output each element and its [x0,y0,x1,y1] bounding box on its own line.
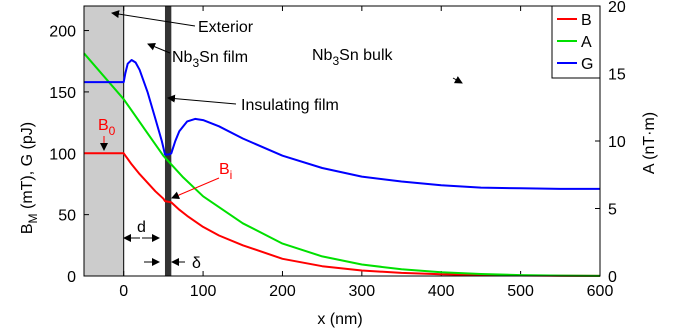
y-right-tick-label-0: 0 [608,269,617,286]
left-y-axis-label-sub: M [26,213,40,223]
x-tick-label-200: 200 [269,283,296,300]
nb3sn-bulk-main: Nb [312,47,333,64]
left-y-axis-label-rest: (mT), G (pJ) [19,122,36,214]
series-A-line [83,52,601,277]
b0-annotation: B0 [98,117,116,138]
nb3sn-bulk-rest: Sn bulk [339,47,393,64]
legend-label-G: G [581,56,593,73]
nb3sn-bulk-sub: 3 [332,54,339,68]
y-left-tick-label-100: 100 [49,146,76,163]
series-G-line [84,59,600,190]
bi-annotation: Bi [219,161,232,182]
x-tick-label-300: 300 [348,283,375,300]
nb3sn-bulk-arrow [452,76,463,84]
x-tick-label-600: 600 [587,283,614,300]
exterior-arrow [111,10,196,27]
x-tick-label-400: 400 [428,283,455,300]
nb3sn-film-rest: Sn film [199,49,248,66]
b0-main: B [98,117,109,134]
bi-arrow [171,177,220,199]
left-y-axis-label: BM (mT), G (pJ) [19,122,40,234]
bi-sub: i [230,168,233,182]
nb3sn-film-arrow [147,42,171,54]
plot-frame [83,5,601,277]
d-annotation: d [137,219,146,236]
x-tick-label-100: 100 [190,283,217,300]
nb3sn-film-main: Nb [172,49,193,66]
legend: BAG [551,5,601,79]
insulating-film-arrow [167,94,237,105]
series-B-line [84,152,601,277]
y-right-tick-label-20: 20 [608,0,626,16]
series-layer [83,52,601,277]
y-left-tick-label-150: 150 [49,85,76,102]
legend-label-B: B [581,12,592,29]
exterior-annotation: Exterior [198,19,254,36]
bi-main: B [219,161,230,178]
y-left-tick-label-0: 0 [67,269,76,286]
chart-regions [84,6,172,276]
x-axis-label: x (nm) [317,311,362,328]
y-left-tick-label-50: 50 [58,208,76,225]
nb3sn-bulk-annotation: Nb3Sn bulk [312,47,394,68]
insulating-film-annotation: Insulating film [241,97,339,114]
legend-label-A: A [581,34,592,51]
y-right-tick-label-15: 15 [608,67,626,84]
y-right-tick-label-10: 10 [608,134,626,151]
left-y-axis-label-main: B [19,223,36,234]
y-right-tick-label-5: 5 [608,202,617,219]
x-tick-label-0: 0 [119,283,128,300]
right-y-axis-label: A (nT·m) [641,112,658,174]
nb3sn-film-sub: 3 [192,56,199,70]
insulating-film-region [164,6,172,276]
nb3sn-film-annotation: Nb3Sn film [172,49,248,70]
annotations: Exterior Nb3Sn film Nb3Sn bulk Insulatin… [98,10,463,272]
b0-sub: 0 [109,124,116,138]
y-left-tick-label-200: 200 [49,24,76,41]
x-tick-label-500: 500 [507,283,534,300]
delta-annotation: δ [192,255,201,272]
